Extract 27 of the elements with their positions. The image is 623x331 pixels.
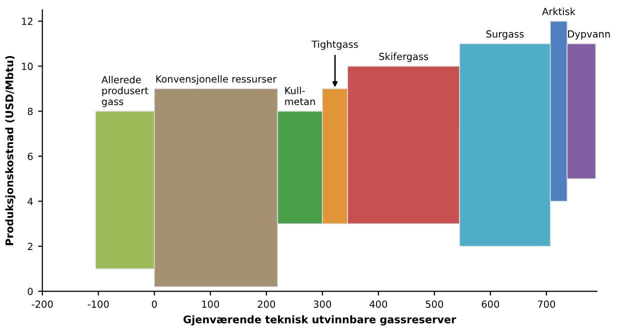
x-axis-title: Gjenværende teknisk utvinnbare gassreserver [184,315,456,326]
x-tick-label: -200 [32,300,53,308]
x-tick-label: 200 [258,300,276,308]
y-tick-label: 6 [28,152,33,160]
annotation: Kull- metan [285,86,315,106]
y-tick-label: 8 [28,108,33,116]
y-axis-title: Produksjonskostnad (USD/Mbtu) [5,56,16,246]
x-tick-label: 100 [202,300,220,308]
x-tick-label: 500 [426,300,444,308]
x-tick-label: 400 [370,300,388,308]
x-tick-label: 600 [482,300,500,308]
annotation: Tightgass [312,40,358,50]
x-tick-label: 0 [152,300,157,308]
annotation: Allerede produsert gass [102,76,148,108]
y-tick-label: 0 [28,288,33,296]
annotation: Surgass [486,30,524,40]
y-tick-label: 2 [28,242,32,250]
x-tick-label: 700 [538,300,556,308]
annotation: Konvensjonelle ressurser [156,75,277,85]
annotation: Skifergass [379,52,428,62]
y-tick-label: 4 [28,198,33,205]
x-tick-label: -100 [88,300,109,308]
annotation: Dypvann [568,30,610,40]
y-tick-label: 12 [22,18,32,25]
annotation: Arktisk [542,8,576,16]
x-tick-label: 300 [314,300,332,308]
y-tick-label: 10 [22,62,33,70]
